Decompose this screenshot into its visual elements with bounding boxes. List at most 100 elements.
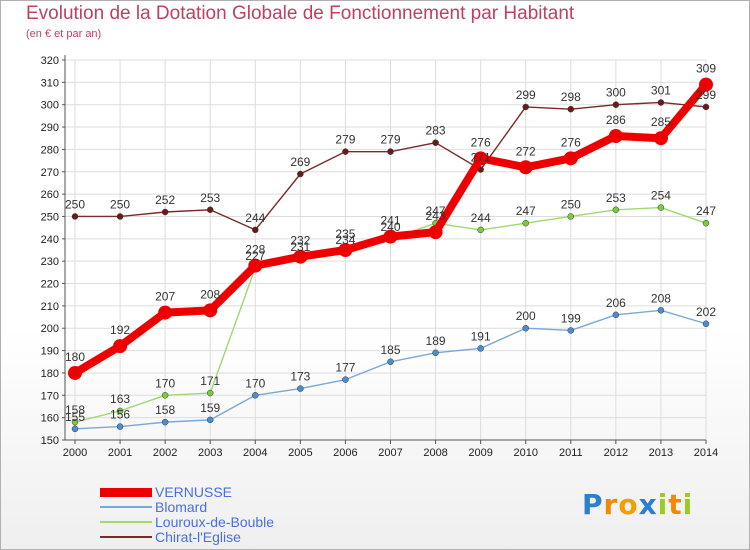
data-point	[206, 416, 214, 424]
data-label: 299	[696, 88, 716, 102]
y-tick-label: 180	[41, 368, 59, 380]
data-label: 250	[110, 197, 130, 211]
data-label: 301	[651, 83, 671, 97]
data-point	[702, 103, 710, 111]
x-tick-label: 2005	[288, 447, 312, 459]
x-tick-label: 2003	[198, 447, 222, 459]
data-point	[563, 151, 578, 166]
y-tick-label: 250	[41, 211, 59, 223]
x-tick-label: 2006	[333, 447, 357, 459]
y-tick-label: 160	[41, 413, 59, 425]
y-tick-label: 300	[41, 100, 59, 112]
data-point	[432, 349, 439, 357]
data-label: 180	[65, 350, 85, 364]
data-point	[657, 307, 665, 314]
data-point	[387, 148, 394, 155]
data-point	[203, 303, 218, 318]
data-label: 247	[516, 204, 536, 218]
y-tick-label: 270	[41, 167, 59, 179]
data-label: 243	[426, 209, 446, 223]
data-label: 247	[426, 204, 446, 218]
data-label: 185	[380, 343, 400, 357]
data-label: 279	[380, 133, 400, 147]
data-point	[432, 139, 439, 146]
y-tick-label: 200	[41, 323, 59, 335]
y-tick-label: 290	[41, 122, 59, 134]
data-label: 286	[606, 113, 626, 127]
data-label: 235	[335, 227, 355, 241]
data-label: 170	[245, 376, 265, 390]
legend-swatch-louroux	[100, 521, 152, 523]
data-label: 253	[606, 191, 626, 205]
data-point	[252, 392, 259, 399]
data-point	[473, 151, 488, 166]
x-tick-label: 2009	[468, 447, 492, 459]
y-tick-label: 260	[41, 189, 59, 201]
y-tick-label: 220	[41, 279, 59, 291]
data-point	[612, 206, 620, 214]
y-tick-label: 310	[41, 77, 59, 89]
x-tick-label: 2011	[559, 447, 583, 459]
data-label: 170	[155, 376, 175, 390]
x-tick-label: 2014	[694, 447, 718, 459]
chart-subtitle: (en € et par an)	[26, 28, 102, 40]
data-label: 208	[651, 291, 671, 305]
data-point	[161, 418, 169, 426]
data-label: 191	[471, 329, 491, 343]
x-tick-label: 2007	[378, 447, 402, 459]
data-point	[699, 77, 713, 92]
y-tick-label: 170	[41, 390, 59, 402]
data-point	[161, 392, 169, 399]
data-label: 254	[651, 189, 671, 203]
x-tick-label: 2001	[108, 447, 132, 459]
data-point	[567, 213, 575, 220]
data-label: 250	[65, 197, 85, 211]
data-point	[297, 385, 304, 392]
data-point	[702, 320, 710, 328]
legend-label: Louroux-de-Bouble	[155, 514, 275, 530]
data-labels: 250 250 252 253 244 269 279 279 283 271 299 298 300 3…	[65, 83, 716, 224]
data-labels: 155 156 158 159 170 173 177 185 189 191 200 199 206 2…	[65, 291, 716, 423]
data-point	[428, 225, 443, 240]
data-label: 309	[696, 62, 716, 76]
data-point	[342, 376, 349, 383]
data-label: 189	[426, 334, 446, 348]
data-label: 244	[471, 211, 491, 225]
data-point	[612, 311, 620, 319]
proxiti-logo: Proxiti	[582, 488, 694, 521]
x-tick-label: 2010	[513, 447, 537, 459]
data-label: 173	[290, 370, 310, 384]
legend-label: Blomard	[155, 499, 208, 515]
data-point	[702, 219, 710, 227]
data-label: 231	[290, 240, 310, 254]
data-label: 244	[245, 211, 265, 225]
data-point	[71, 425, 79, 433]
y-tick-label: 240	[41, 234, 59, 246]
data-point	[342, 148, 349, 155]
data-label: 279	[335, 133, 355, 147]
data-point	[68, 365, 82, 380]
data-label: 159	[200, 401, 220, 415]
legend-label: VERNUSSE	[155, 484, 233, 500]
data-label: 158	[155, 403, 175, 417]
data-label: 156	[110, 408, 130, 422]
chart-title: Evolution de la Dotation Globale de Fonc…	[26, 3, 575, 24]
data-label: 199	[561, 311, 581, 325]
data-label: 228	[245, 243, 265, 257]
data-label: 171	[200, 374, 220, 388]
data-label: 234	[335, 233, 355, 247]
data-point	[522, 103, 529, 111]
data-label: 285	[651, 115, 671, 129]
series-vernusse	[68, 77, 713, 380]
data-point	[522, 324, 529, 332]
legend-swatch-blomard	[100, 506, 152, 508]
series-blomard	[71, 307, 710, 433]
data-point	[293, 249, 308, 264]
data-label: 271	[471, 151, 491, 165]
data-point	[338, 243, 353, 257]
data-point	[206, 206, 214, 214]
data-point	[612, 101, 620, 108]
x-tick-label: 2002	[153, 447, 177, 459]
